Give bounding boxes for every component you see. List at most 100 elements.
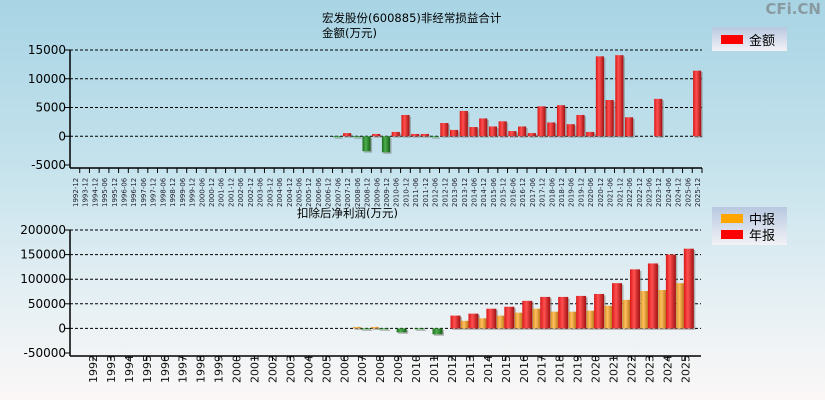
chart2-xtick-label: 1998 <box>195 355 208 383</box>
chart2-xtick-label: 2021 <box>608 355 621 383</box>
chart1-xtick-label: 2010-06 <box>393 177 401 207</box>
chart1-xtick-label: 1994-12 <box>91 178 99 207</box>
chart1-xtick-label: 2003-06 <box>257 177 265 207</box>
chart2-xtick-label: 1993 <box>105 355 118 383</box>
chart2-xtick-label: 2024 <box>661 355 674 383</box>
chart1-ylabel: 金额(万元) <box>322 26 377 40</box>
chart2-xtick-label: 2023 <box>643 355 656 383</box>
chart2-bar-interim <box>640 291 648 329</box>
legend-item-interim: 中报 <box>712 210 787 228</box>
chart1-xtick-label: 2019-06 <box>568 177 576 207</box>
chart1-xtick-label: 2005-12 <box>305 178 313 207</box>
chart2-bar-annual <box>522 300 533 329</box>
chart1-bar <box>566 124 575 137</box>
chart2-xtick-label: 2020 <box>590 355 603 383</box>
chart1-xtick-label: 1997-12 <box>150 178 158 207</box>
legend-swatch <box>721 34 743 44</box>
chart1-xtick-label: 2018-12 <box>558 178 566 207</box>
chart1-xtick-label: 1998-06 <box>159 177 167 207</box>
chart2-xtick-label: 2009 <box>392 355 405 383</box>
chart1-ytick-label: -5000 <box>31 158 66 172</box>
chart1-legend: 金额 <box>712 27 787 51</box>
chart1-bar <box>450 129 459 137</box>
chart2-bar-interim <box>604 305 613 329</box>
chart1-xtick-label: 2013-06 <box>451 177 459 207</box>
bar-shadow <box>412 135 421 138</box>
chart1-xtick-label: 1999-06 <box>179 177 187 207</box>
chart2-bar-interim <box>371 326 379 329</box>
chart1-xtick-label: 2020-12 <box>597 178 605 207</box>
chart2-xtick-label: 2015 <box>500 355 513 383</box>
chart1-xtick-label: 2015-06 <box>490 177 498 207</box>
chart1-xtick-label: 2007-06 <box>334 177 342 207</box>
chart1-bar <box>479 118 488 137</box>
chart2-ytick-label: 150000 <box>20 248 66 262</box>
chart2-xtick-label: 2012 <box>446 355 459 383</box>
chart2-xtick-label: 2016 <box>518 355 531 383</box>
chart2-bar-interim <box>478 318 487 329</box>
chart1-xtick-label: 2014-06 <box>471 177 479 207</box>
chart1-xtick-label: 2007-12 <box>344 178 352 207</box>
chart2-bar-annual <box>612 283 623 329</box>
chart1-xtick-label: 2014-12 <box>480 178 488 207</box>
chart2-bar-interim <box>586 310 595 329</box>
chart1-xtick-label: 2012-12 <box>441 178 449 207</box>
chart1-xtick-label: 2016-12 <box>519 178 527 207</box>
chart2-xtick-label: 2022 <box>625 355 638 383</box>
chart1-xtick-label: 2025-06 <box>684 177 692 207</box>
chart1-xtick-label: 2004-12 <box>286 178 294 207</box>
bar-shadow <box>362 329 373 331</box>
chart2-bar-interim <box>532 308 541 329</box>
chart1-bar <box>586 131 595 137</box>
chart1-bar <box>420 133 429 137</box>
chart1-xtick-label: 1999-12 <box>189 178 197 207</box>
chart1-xtick-label: 1995-06 <box>101 177 109 207</box>
chart1-xtick-label: 2004-06 <box>276 177 284 207</box>
legend-label: 金额 <box>749 33 776 49</box>
chart1-xtick-label: 2023-06 <box>646 177 654 207</box>
chart1-bar <box>401 114 410 137</box>
chart1-bar <box>615 55 624 137</box>
chart1-xtick-label: 2015-12 <box>500 178 508 207</box>
chart1-xtick-label: 2011-12 <box>422 178 430 207</box>
chart2-bar-interim <box>460 320 469 329</box>
chart1-bar <box>508 131 517 137</box>
chart1-bar <box>391 131 400 137</box>
chart2-bar-annual <box>378 328 389 330</box>
chart2-xtick-label: 2013 <box>464 355 477 383</box>
chart2-bar-interim <box>658 290 666 329</box>
chart2-xtick-label: 2004 <box>302 355 315 383</box>
chart2-bar-annual <box>468 313 479 329</box>
chart1-xtick-label: 2022-06 <box>626 177 634 207</box>
chart1-xtick-label: 2008-06 <box>354 177 362 207</box>
chart2-xtick-label: 1995 <box>141 355 154 383</box>
chart1-xtick-label: 2013-12 <box>461 178 469 207</box>
chart1-bar <box>440 123 449 137</box>
bar-shadow <box>354 328 363 330</box>
chart1-xtick-label: 2016-06 <box>509 177 517 207</box>
chart1-xtick-label: 2017-06 <box>529 177 537 207</box>
chart2-ytick-label: 0 <box>58 321 66 335</box>
chart2-bar-interim <box>676 283 684 329</box>
chart2-xtick-label: 2005 <box>320 355 333 383</box>
legend-item-annual: 年报 <box>712 226 787 244</box>
chart2-xtick-label: 2000 <box>231 355 244 383</box>
chart2-bar-annual <box>360 328 371 330</box>
chart1-xtick-label: 2018-06 <box>548 177 556 207</box>
chart2-bar-annual <box>414 328 425 330</box>
watermark: CFi.CN <box>765 0 821 18</box>
chart2-bar-annual <box>504 306 515 329</box>
chart2-bar-interim <box>353 326 361 329</box>
chart2-legend: 中报 年报 <box>712 207 787 245</box>
bar-shadow <box>422 135 431 138</box>
chart1-xtick-label: 1995-12 <box>111 178 119 207</box>
chart2-xtick-label: 2003 <box>284 355 297 383</box>
legend-label: 中报 <box>749 212 776 228</box>
chart2-bar-annual <box>450 315 461 329</box>
chart1-bar <box>411 133 420 137</box>
chart2-ytick-label: 50000 <box>28 297 66 311</box>
chart1-xtick-label: 2010-12 <box>402 178 410 207</box>
bar-shadow <box>372 328 381 330</box>
chart2-xtick-label: 2002 <box>266 355 279 383</box>
